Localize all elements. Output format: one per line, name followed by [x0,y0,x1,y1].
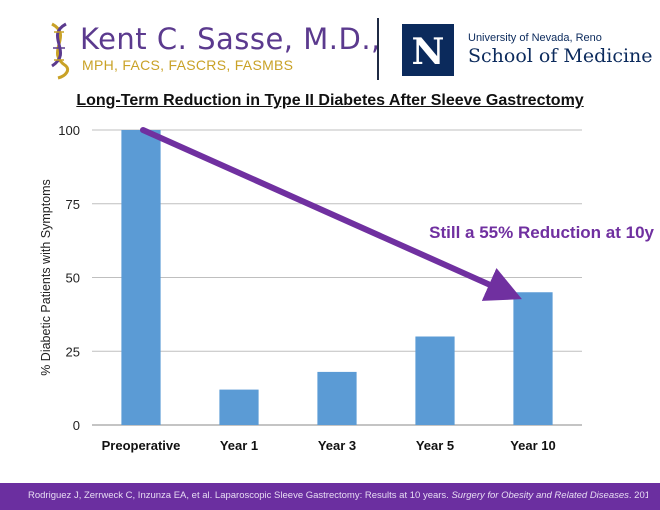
header-divider [377,18,379,80]
university-logo-letter: N [412,31,445,73]
brand-credentials: MPH, FACS, FASCRS, FASMBS [82,57,294,73]
header: Kent C. Sasse, M.D., MPH, FACS, FASCRS, … [0,0,660,88]
trend-arrow [140,127,522,301]
citation-volume: . 2016;12:S8-S9. [628,490,648,501]
bar [121,130,161,425]
y-tick-label: 25 [66,344,80,359]
x-tick-label: Year 1 [220,438,258,453]
y-axis-label: % Diabetic Patients with Symptoms [39,179,53,376]
citation: Rodriguez J, Zerrweck C, Inzunza EA, et … [28,490,648,501]
annotation-text: Still a 55% Reduction at 10y [429,223,654,242]
footer: Rodriguez J, Zerrweck C, Inzunza EA, et … [0,483,660,510]
citation-authors: Rodriguez J, Zerrweck C, Inzunza EA, et … [28,490,452,501]
bar [415,336,455,425]
x-tick-label: Year 5 [416,438,454,453]
x-tick-label: Preoperative [102,438,181,453]
bar [513,292,553,425]
citation-journal: Surgery for Obesity and Related Diseases [451,490,629,501]
dna-helix-icon [51,22,70,80]
school-name: School of Medicine [468,45,653,67]
bar [317,371,357,425]
x-tick-label: Year 3 [318,438,356,453]
bar-chart: 0 25 50 75 100 % Diabetic Patients with Sympt… [39,123,655,453]
y-tick-label: 75 [66,197,80,212]
y-tick-label: 100 [58,123,80,138]
chart-title: Long-Term Reduction in Type II Diabetes … [76,92,584,109]
y-tick-label: 0 [73,418,80,433]
bar [219,389,259,425]
university-logo: N [402,24,454,76]
university-name: University of Nevada, Reno [468,32,602,44]
x-tick-label: Year 10 [510,438,556,453]
brand-name: Kent C. Sasse, M.D., [80,22,381,56]
y-tick-label: 50 [66,271,80,286]
